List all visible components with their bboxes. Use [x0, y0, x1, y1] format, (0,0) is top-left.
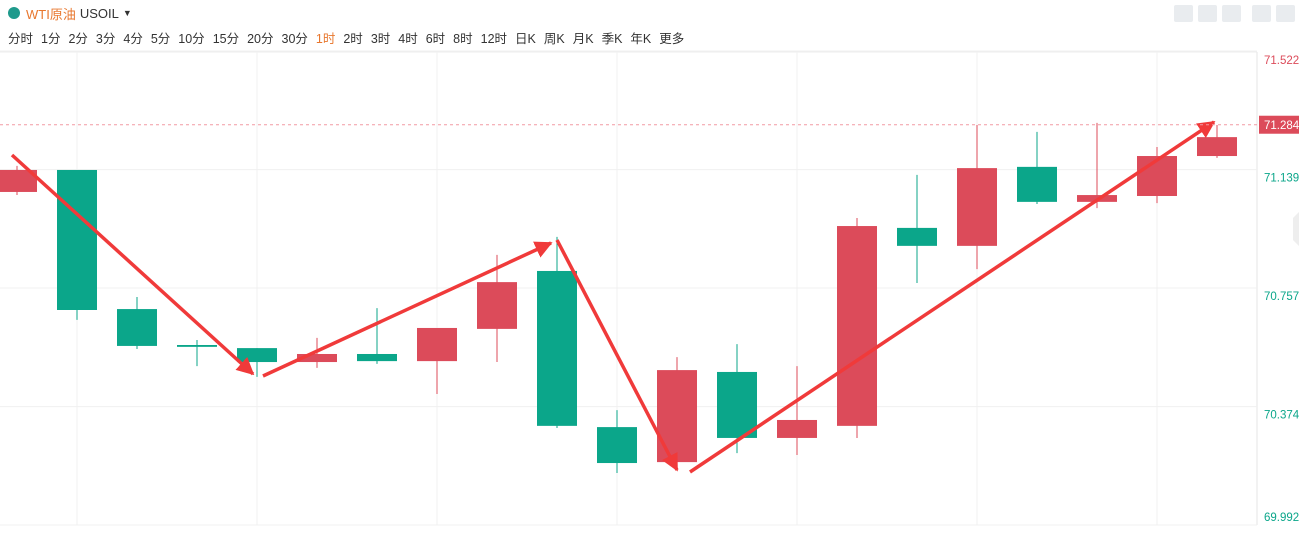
timeframe-bar: 分时 1分 2分 3分 4分 5分 10分 15分 20分 30分 1时 2时 3时 4时 6时 8时 12时日…	[8, 28, 684, 47]
last-price-box	[1259, 115, 1299, 134]
dropdown-caret[interactable]: ▼	[122, 8, 132, 18]
timeframe[interactable]: 1时	[315, 32, 336, 46]
indicator-button[interactable]	[1174, 5, 1193, 22]
timeframe[interactable]: 更多	[659, 32, 685, 46]
timeframe[interactable]: 季K	[601, 32, 623, 46]
timeframe[interactable]: 4时	[398, 32, 418, 46]
y-tick-label: 70.757	[1264, 291, 1299, 303]
timeframe[interactable]: 年K	[630, 32, 652, 46]
candle-body	[117, 309, 157, 346]
trend-arrows	[10, 120, 1216, 474]
timeframe[interactable]: 2分	[68, 32, 88, 46]
timeframe[interactable]: 12时	[480, 32, 508, 46]
toolbar-icons	[1174, 5, 1295, 22]
timeframe[interactable]: 周K	[543, 32, 565, 46]
timeframe[interactable]: 10分	[178, 32, 205, 46]
candle-body	[717, 371, 757, 438]
candle-body	[0, 169, 37, 192]
candle-body	[657, 370, 697, 463]
last-price-label: 71.284	[1264, 120, 1299, 132]
candle-body	[177, 345, 217, 347]
timeframe[interactable]: 6时	[425, 32, 446, 46]
chart-type-button[interactable]	[1222, 5, 1241, 22]
candle-body	[957, 168, 997, 246]
y-tick-label: 69.992	[1264, 512, 1299, 524]
timeframe[interactable]: 3分	[95, 32, 116, 46]
y-tick-label: 71.522	[1264, 55, 1299, 67]
logo	[8, 7, 20, 19]
candle-body	[1137, 156, 1177, 196]
side-tab[interactable]	[1293, 212, 1299, 246]
timeframe[interactable]: 5分	[150, 32, 171, 46]
timeframe[interactable]: 15分	[212, 32, 240, 46]
close-button[interactable]	[1276, 5, 1295, 22]
candle-body	[237, 348, 277, 363]
candle-body	[777, 419, 817, 438]
y-tick-label: 70.374	[1264, 410, 1299, 422]
timeframe[interactable]: 20分	[247, 32, 274, 46]
candle-body	[837, 226, 877, 426]
timeframe[interactable]: 月K	[572, 32, 594, 46]
y-tick-label: 71.139	[1264, 173, 1299, 185]
header: WTI原油 USOIL ▼	[8, 4, 132, 22]
candle-body	[597, 427, 637, 464]
timeframe[interactable]: 1分	[41, 32, 61, 46]
timeframe[interactable]: 2时	[343, 32, 363, 46]
timeframe[interactable]: 3时	[370, 32, 391, 46]
timeframe[interactable]: 分时	[8, 32, 34, 46]
timeframe[interactable]: 8时	[453, 32, 473, 46]
candle-body	[57, 169, 97, 310]
timeframe[interactable]: 日K	[515, 32, 536, 46]
candle-body	[1197, 137, 1237, 157]
candle-body	[297, 353, 337, 363]
candle-body	[477, 282, 517, 329]
candle-body	[357, 353, 397, 362]
candle-body	[1017, 166, 1057, 202]
draw-button[interactable]	[1198, 5, 1217, 22]
candle-body	[417, 327, 457, 362]
candle-body	[897, 227, 937, 246]
expand-button[interactable]	[1252, 5, 1271, 22]
instrument-title[interactable]: WTI原油	[26, 6, 76, 22]
timeframe[interactable]: 4分	[123, 32, 143, 46]
candle-body	[537, 270, 577, 426]
instrument-symbol[interactable]: USOIL	[79, 5, 119, 21]
timeframe[interactable]: 30分	[281, 32, 308, 46]
